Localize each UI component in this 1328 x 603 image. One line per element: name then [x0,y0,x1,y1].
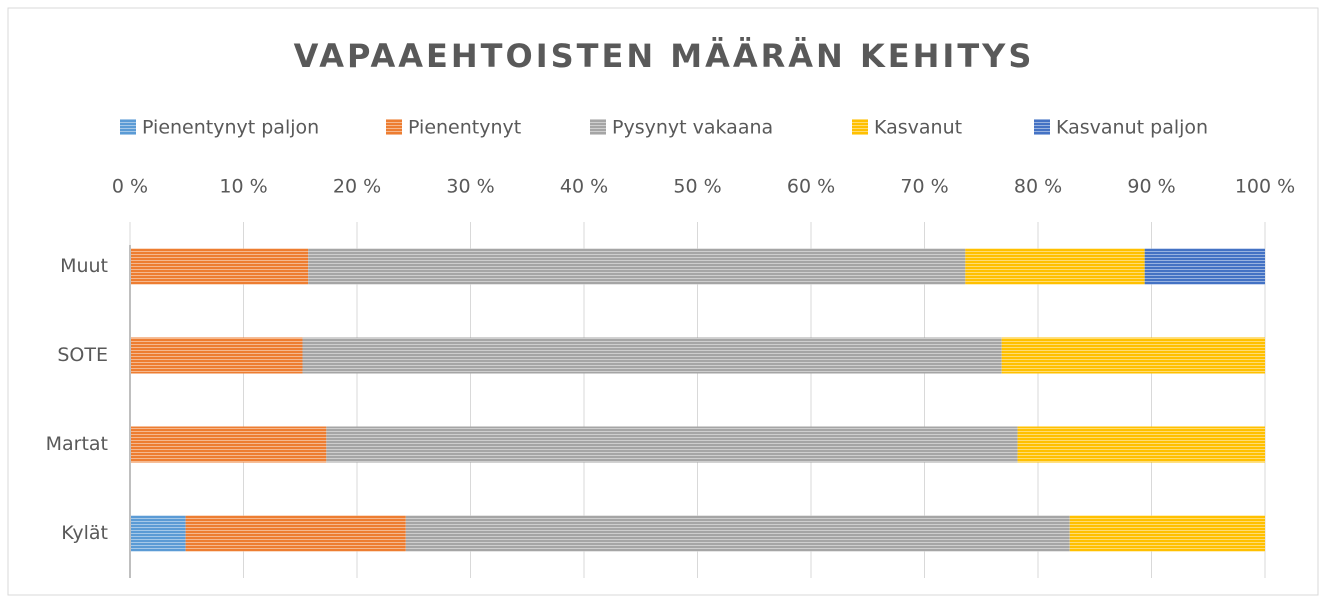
x-tick-label: 0 % [112,176,148,198]
y-tick-label: Martat [46,433,108,455]
bar-segment [405,515,1070,552]
x-tick-label: 40 % [560,176,608,198]
legend-label: Pienentynyt paljon [142,117,319,139]
bar-segment [302,337,1002,374]
bar-segment [130,248,309,285]
x-tick-label: 70 % [900,176,948,198]
x-tick-label: 100 % [1235,176,1295,198]
bar-segment [1017,426,1265,463]
bar-segment [130,337,303,374]
legend-label: Pysynyt vakaana [612,117,773,139]
x-tick-label: 30 % [446,176,494,198]
x-tick-label: 80 % [1014,176,1062,198]
bar-segment [1001,337,1265,374]
x-tick-label: 50 % [673,176,721,198]
x-tick-label: 60 % [787,176,835,198]
bar-segment [965,248,1145,285]
legend-swatch [386,119,402,135]
legend-label: Kasvanut paljon [1056,117,1208,139]
chart-title: VAPAAEHTOISTEN MÄÄRÄN KEHITYS [294,37,1035,75]
x-tick-label: 10 % [219,176,267,198]
bar-segment [130,515,186,552]
legend-label: Kasvanut [874,117,962,139]
bar-segment [308,248,966,285]
bar-segment [185,515,406,552]
bar-segment [130,426,327,463]
bar-segment [326,426,1018,463]
y-tick-label: SOTE [57,344,108,366]
x-tick-label: 20 % [333,176,381,198]
legend-swatch [852,119,868,135]
x-tick-label: 90 % [1127,176,1175,198]
y-tick-label: Muut [60,255,108,277]
bar-segment [1069,515,1265,552]
y-tick-label: Kylät [61,522,108,544]
legend-swatch [1034,119,1050,135]
legend-swatch [120,119,136,135]
legend-swatch [590,119,606,135]
chart-frame [7,7,1319,596]
bar-segment [1144,248,1265,285]
legend-label: Pienentynyt [408,117,521,139]
